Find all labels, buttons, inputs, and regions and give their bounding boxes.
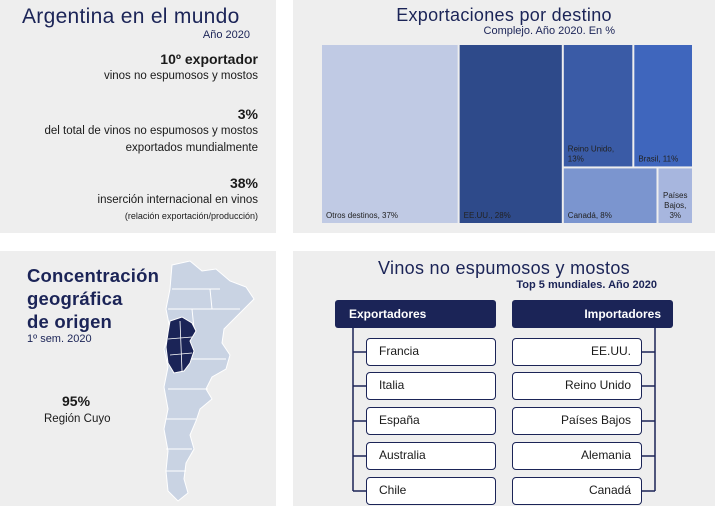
importer-item: Países Bajos [512, 407, 642, 435]
destinations-subtitle: Complejo. Año 2020. En % [483, 25, 615, 37]
concentration-title-line: Concentración [27, 265, 160, 286]
treemap-cell-canad- [563, 168, 657, 223]
exporter-item: Francia [366, 338, 496, 366]
exporter-item: Italia [366, 372, 496, 400]
concentration-region: Región Cuyo [44, 413, 111, 425]
stat-desc: inserción internacional en vinos [97, 194, 258, 206]
stat-world-share: 3% del total de vinos no espumosos y mos… [44, 106, 258, 157]
stat-desc: vinos no espumosos y mostos [103, 70, 258, 82]
top5-panel: Vinos no espumosos y mostos Top 5 mundia… [293, 251, 715, 506]
importer-item: Alemania [512, 442, 642, 470]
top5-title: Vinos no espumosos y mostos [378, 258, 630, 278]
stat-value: 10º exportador [160, 51, 258, 67]
concentration-subtitle: 1º sem. 2020 [27, 333, 92, 345]
concentration-title-line: de origen [27, 311, 113, 332]
list-connectors [352, 328, 656, 492]
argentina-subtitle: Año 2020 [202, 29, 250, 41]
importer-item: Reino Unido [512, 372, 642, 400]
exporters-header: Exportadores [335, 300, 496, 328]
concentration-title-line: geográfica [27, 288, 123, 309]
treemap-cell-brasil [634, 45, 692, 167]
treemap-label: 3% [669, 211, 681, 220]
treemap-label: EE.UU., 28% [464, 211, 511, 220]
treemap-chart: Otros destinos, 37% EE.UU., 28% Reino Unid… [322, 45, 692, 223]
argentina-land-shape [163, 260, 255, 502]
stat-value: 3% [237, 106, 258, 122]
treemap-label: 13% [568, 154, 584, 163]
exporter-item: España [366, 407, 496, 435]
concentration-panel: Concentración geográfica de origen 1º se… [0, 251, 276, 506]
exporter-item: Chile [366, 477, 496, 505]
treemap-cell-otros-destinos [322, 45, 458, 223]
destinations-panel: Exportaciones por destino Complejo. Año … [293, 0, 715, 233]
concentration-percent: 95% [62, 393, 91, 409]
concentration-title: Concentración geográfica de origen [27, 264, 159, 333]
exporter-item: Australia [366, 442, 496, 470]
treemap-label: Países [663, 191, 687, 200]
argentina-panel: Argentina en el mundo Año 2020 10º expor… [0, 0, 276, 233]
stat-note: (relación exportación/producción) [124, 211, 258, 221]
treemap-cell-pa-ses-bajos [658, 168, 692, 223]
argentina-map-icon [163, 260, 255, 502]
stat-desc: del total de vinos no espumosos y mostos [44, 125, 258, 137]
treemap-cell-reino-unido [563, 45, 633, 167]
treemap-label: Brasil, 11% [638, 154, 678, 163]
importer-item: EE.UU. [512, 338, 642, 366]
top5-subtitle: Top 5 mundiales. Año 2020 [516, 279, 657, 291]
stat-exporter-rank: 10º exportador vinos no espumosos y most… [104, 51, 258, 85]
destinations-title: Exportaciones por destino [396, 5, 612, 25]
treemap-label: Canadá, 8% [568, 211, 612, 220]
stat-desc: exportados mundialmente [125, 142, 258, 154]
treemap-label: Reino Unido, [568, 144, 614, 153]
argentina-title: Argentina en el mundo [22, 5, 240, 28]
importer-item: Canadá [512, 477, 642, 505]
treemap-label: Otros destinos, 37% [326, 211, 398, 220]
stat-insertion: 38% inserción internacional en vinos (re… [98, 175, 258, 223]
stat-value: 38% [229, 175, 258, 191]
treemap-label: Bajos, [664, 201, 686, 210]
treemap-cell-ee-uu- [459, 45, 562, 223]
importers-header: Importadores [512, 300, 673, 328]
